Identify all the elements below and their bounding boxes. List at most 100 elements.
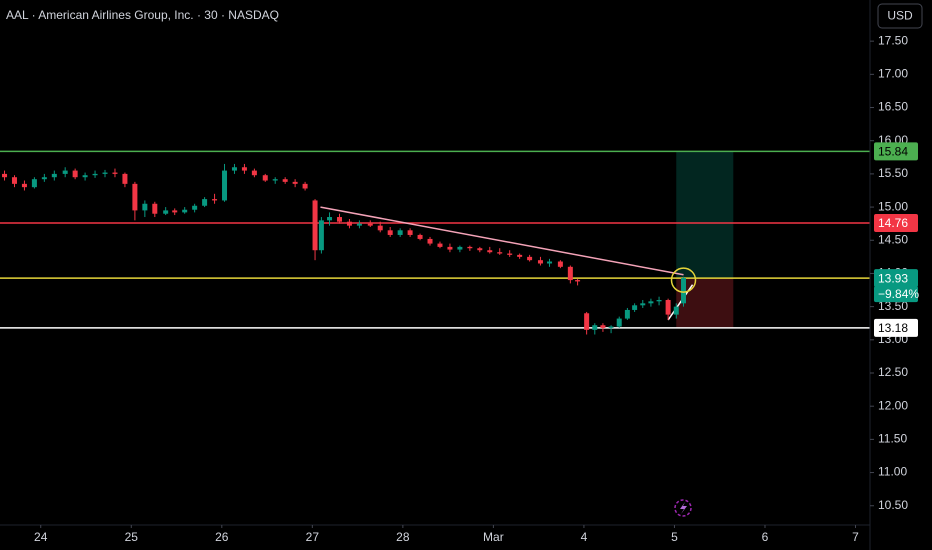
candle-body [624, 309, 630, 319]
price-badge [874, 269, 918, 288]
candle-body [327, 217, 333, 221]
y-tick-label: 11.00 [878, 465, 907, 479]
candle-body [367, 223, 373, 226]
candle-body [608, 326, 614, 328]
candle-body [575, 280, 581, 282]
candle-body [397, 230, 403, 235]
y-tick-label: 17.50 [878, 33, 908, 47]
candle-body [447, 246, 453, 250]
candle-body [407, 230, 413, 235]
candle-body [656, 300, 662, 302]
candle-body [82, 175, 88, 178]
x-tick-label: 28 [396, 530, 410, 544]
candle-body [377, 225, 383, 231]
x-tick-label: 6 [762, 530, 769, 544]
price-badge-label: 13.93 [878, 271, 908, 285]
candle-body [427, 238, 433, 244]
candle-body [497, 252, 503, 254]
candle-body [122, 173, 128, 184]
candle-body [417, 234, 423, 239]
y-tick-label: 12.00 [878, 398, 908, 412]
candle-body [537, 260, 543, 264]
candle-body [182, 209, 188, 213]
candle-body [665, 300, 671, 315]
candle-body [231, 167, 237, 171]
y-tick-label: 16.50 [878, 100, 908, 114]
candle-body [302, 183, 308, 189]
candle-body [241, 167, 247, 171]
candle-body [648, 301, 654, 304]
candle-body [567, 266, 573, 281]
y-tick-label: 10.50 [878, 498, 908, 512]
candle-body [72, 170, 78, 178]
candle-body [592, 325, 598, 330]
position-profit-zone [676, 151, 734, 279]
chart-title: AAL · American Airlines Group, Inc. · 30… [6, 8, 279, 22]
candle-body [600, 325, 606, 328]
candle-body [212, 199, 218, 201]
price-badge-label: 14.76 [878, 216, 908, 230]
candle-body [262, 175, 268, 181]
change-badge [874, 286, 918, 303]
y-tick-label: 17.00 [878, 67, 908, 81]
x-tick-label: 27 [306, 530, 320, 544]
y-tick-label: 12.50 [878, 365, 908, 379]
candle-body [467, 246, 473, 249]
currency-button[interactable] [877, 3, 923, 29]
x-tick-label: 25 [125, 530, 139, 544]
y-tick-label: 14.50 [878, 232, 908, 246]
candle-body [62, 170, 68, 174]
change-badge-label: −9.84% [878, 287, 919, 301]
candle-body [132, 183, 138, 211]
y-tick-label: 15.00 [878, 199, 908, 213]
candle-body [557, 261, 563, 267]
lightning-icon[interactable] [674, 499, 692, 517]
y-tick-label: 13.50 [878, 299, 908, 313]
y-tick-label: 15.50 [878, 166, 908, 180]
currency-label[interactable]: USD [887, 9, 913, 23]
candle-body [673, 306, 679, 315]
candle-body [2, 173, 8, 178]
candle-body [202, 199, 208, 206]
x-tick-label: 7 [852, 530, 859, 544]
price-badge-label: 15.84 [878, 144, 908, 158]
candle-body [152, 203, 158, 214]
candle-body [632, 305, 638, 310]
candle-body [356, 223, 362, 226]
candle-body [487, 250, 493, 253]
candle-body [272, 179, 278, 181]
candle-body [527, 256, 533, 261]
candle-body [282, 179, 288, 182]
price-badge [874, 318, 918, 337]
candle-body [437, 243, 443, 247]
candle-body [346, 221, 352, 226]
candle-body [11, 177, 17, 184]
price-badge [874, 142, 918, 161]
candle-body [112, 172, 118, 174]
plot-area [0, 150, 870, 335]
candle-body [51, 173, 57, 178]
candle-body [616, 318, 622, 327]
candle-body [21, 183, 27, 188]
candle-body [477, 248, 483, 251]
candle-body [163, 210, 169, 214]
candle-body [547, 261, 553, 264]
candle-body [292, 181, 298, 184]
candle-body [507, 253, 513, 255]
x-tick-label: 26 [215, 530, 229, 544]
x-tick-label: 24 [34, 530, 48, 544]
y-tick-label: 11.50 [878, 432, 907, 446]
candle-body [41, 177, 47, 180]
candle-body [102, 172, 108, 174]
candle-body [336, 217, 342, 222]
candle-body [222, 170, 228, 201]
candle-body [387, 230, 393, 235]
candle-body [457, 246, 463, 250]
candle-body [584, 313, 590, 330]
candle-body [172, 210, 178, 213]
candle-body [192, 205, 198, 210]
candle-body [92, 173, 98, 176]
candle-body [681, 278, 687, 304]
